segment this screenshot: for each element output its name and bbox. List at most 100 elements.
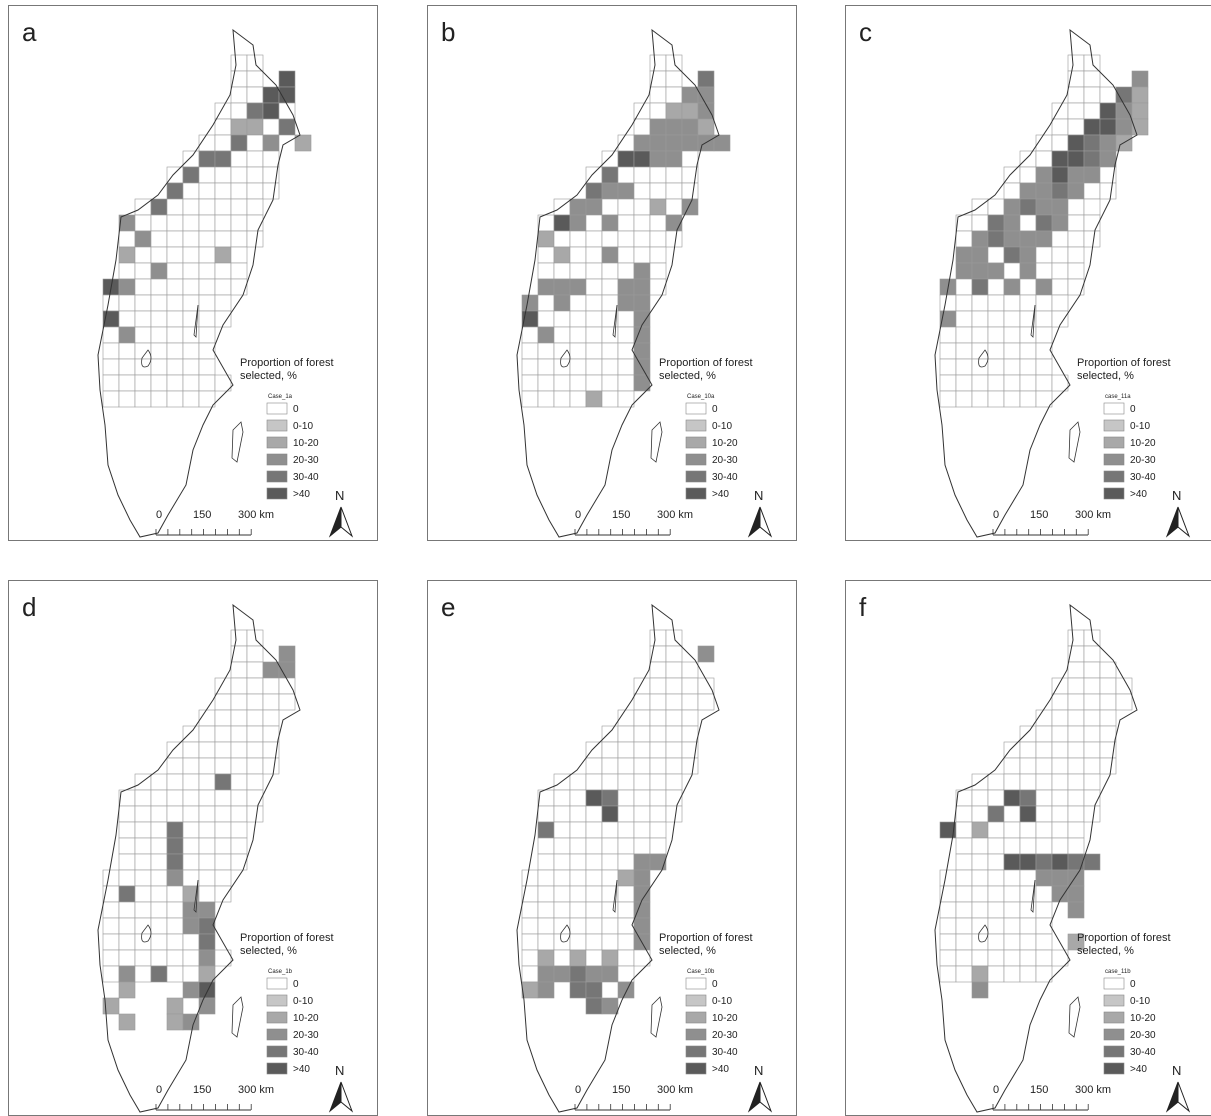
grid-cell [554, 774, 570, 790]
grid-cell [988, 343, 1004, 359]
grid-cell [618, 982, 634, 998]
grid-cell [666, 103, 682, 119]
grid-cell [666, 694, 682, 710]
legend-swatch [1104, 437, 1124, 448]
grid-cell [538, 806, 554, 822]
grid-cell [1052, 822, 1068, 838]
grid-cell [972, 774, 988, 790]
grid-cell [538, 902, 554, 918]
grid-cell [199, 375, 215, 391]
grid-cell [1052, 135, 1068, 151]
grid-cell [988, 918, 1004, 934]
grid-cell [618, 950, 634, 966]
grid-cell [972, 902, 988, 918]
scale-label: 0 [156, 1084, 162, 1096]
grid-cell [183, 966, 199, 982]
grid-cell [1052, 151, 1068, 167]
grid-cell [1052, 726, 1068, 742]
grid-cell [1004, 838, 1020, 854]
grid-cell [263, 183, 279, 199]
grid-cell [682, 694, 698, 710]
grid-cell [1036, 199, 1052, 215]
legend-swatch [267, 454, 287, 465]
grid-cell [972, 886, 988, 902]
grid-cell [199, 758, 215, 774]
grid-cell [586, 886, 602, 902]
grid-cell [682, 183, 698, 199]
legend-swatch [686, 437, 706, 448]
legend-case: Case_10b [687, 969, 715, 975]
grid-cell [215, 774, 231, 790]
grid-cell [538, 886, 554, 902]
grid-cell [1004, 806, 1020, 822]
grid-cell [215, 694, 231, 710]
grid-cell [247, 103, 263, 119]
grid-cell [1020, 183, 1036, 199]
grid-cell [103, 934, 119, 950]
grid-cell [199, 950, 215, 966]
grid-cell [586, 327, 602, 343]
grid-cell [570, 774, 586, 790]
grid-cell [586, 838, 602, 854]
grid-cell [682, 119, 698, 135]
grid-cell [279, 119, 295, 135]
grid-cell [634, 343, 650, 359]
grid-cell [554, 375, 570, 391]
grid-cell [554, 199, 570, 215]
grid-cell [634, 167, 650, 183]
legend-swatch [1104, 978, 1124, 989]
grid-cell [1036, 279, 1052, 295]
grid-cell [522, 359, 538, 375]
grid-cell [1116, 694, 1132, 710]
grid-cell [215, 263, 231, 279]
grid-cell [231, 838, 247, 854]
grid-cell [1084, 103, 1100, 119]
grid-cell [1132, 71, 1148, 87]
grid-cell [199, 295, 215, 311]
grid-cell [119, 327, 135, 343]
grid-cell [231, 822, 247, 838]
grid-cell [1036, 231, 1052, 247]
legend-swatch [1104, 995, 1124, 1006]
grid-cell [972, 311, 988, 327]
grid-cell [650, 167, 666, 183]
legend-swatch [686, 403, 706, 414]
grid-cell [538, 950, 554, 966]
grid-cell [1036, 886, 1052, 902]
grid-cell [618, 774, 634, 790]
grid-cell [666, 167, 682, 183]
grid-cell [602, 231, 618, 247]
legend-swatch [686, 1029, 706, 1040]
grid-cell [538, 263, 554, 279]
grid-cell [1036, 822, 1052, 838]
legend-label: 0 [1130, 979, 1136, 990]
grid-cell [956, 295, 972, 311]
legend-case: Case_1b [268, 969, 293, 975]
legend-case: Case_10a [687, 394, 715, 400]
grid-cell [1020, 966, 1036, 982]
grid-cell [682, 758, 698, 774]
grid-cell [247, 662, 263, 678]
grid-cell [988, 774, 1004, 790]
grid-cell [1052, 295, 1068, 311]
grid-cell [119, 263, 135, 279]
grid-cell [1020, 822, 1036, 838]
grid-cell [183, 343, 199, 359]
grid-cell [119, 279, 135, 295]
grid-cell [1036, 918, 1052, 934]
grid-cell [1052, 167, 1068, 183]
legend-title: Proportion of forest [1077, 932, 1171, 944]
grid-cell [602, 870, 618, 886]
grid-cell [554, 247, 570, 263]
grid-cell [215, 167, 231, 183]
legend-swatch [1104, 1029, 1124, 1040]
grid-cell [988, 263, 1004, 279]
grid-cell [618, 726, 634, 742]
grid-cell [247, 694, 263, 710]
grid-cell [1068, 806, 1084, 822]
grid-cell [650, 183, 666, 199]
grid-cell [650, 854, 666, 870]
grid-cell [618, 854, 634, 870]
legend-label: 30-40 [1130, 1047, 1156, 1058]
